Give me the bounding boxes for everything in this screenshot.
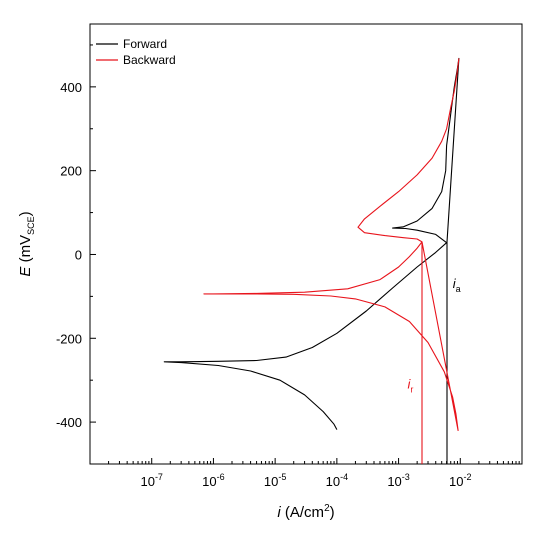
x-tick-label: 10-7 [140, 472, 162, 489]
x-major-ticks: 10-7 10-6 10-5 10-4 10-3 10-2 [140, 458, 472, 489]
series-layer [163, 57, 460, 464]
y-tick-label: -400 [56, 415, 82, 430]
y-tick-label: 0 [75, 247, 82, 262]
annotation-ir: ir [407, 377, 413, 395]
series-line-forward [163, 57, 460, 464]
y-axis-label: E (mVSCE) [17, 211, 36, 276]
x-minor-ticks [108, 461, 520, 464]
annotations: ia ir [407, 276, 460, 395]
annotation-ia: ia [453, 276, 461, 294]
y-tick-label: -200 [56, 331, 82, 346]
legend-label-forward: Forward [123, 37, 167, 51]
x-tick-label: 10-6 [202, 472, 224, 489]
x-tick-label: 10-4 [326, 472, 348, 489]
x-tick-label: 10-5 [264, 472, 286, 489]
plot-frame [89, 23, 523, 465]
legend-label-backward: Backward [123, 53, 176, 67]
y-tick-label: 400 [60, 80, 82, 95]
x-tick-label: 10-2 [449, 472, 471, 489]
y-ticks: -400 -200 0 200 400 [56, 44, 96, 465]
legend: Forward Backward [96, 37, 176, 67]
y-tick-label: 200 [60, 164, 82, 179]
x-axis-label: i (A/cm2) [277, 503, 334, 521]
x-tick-label: 10-3 [387, 472, 409, 489]
series-line-backward [203, 58, 460, 464]
